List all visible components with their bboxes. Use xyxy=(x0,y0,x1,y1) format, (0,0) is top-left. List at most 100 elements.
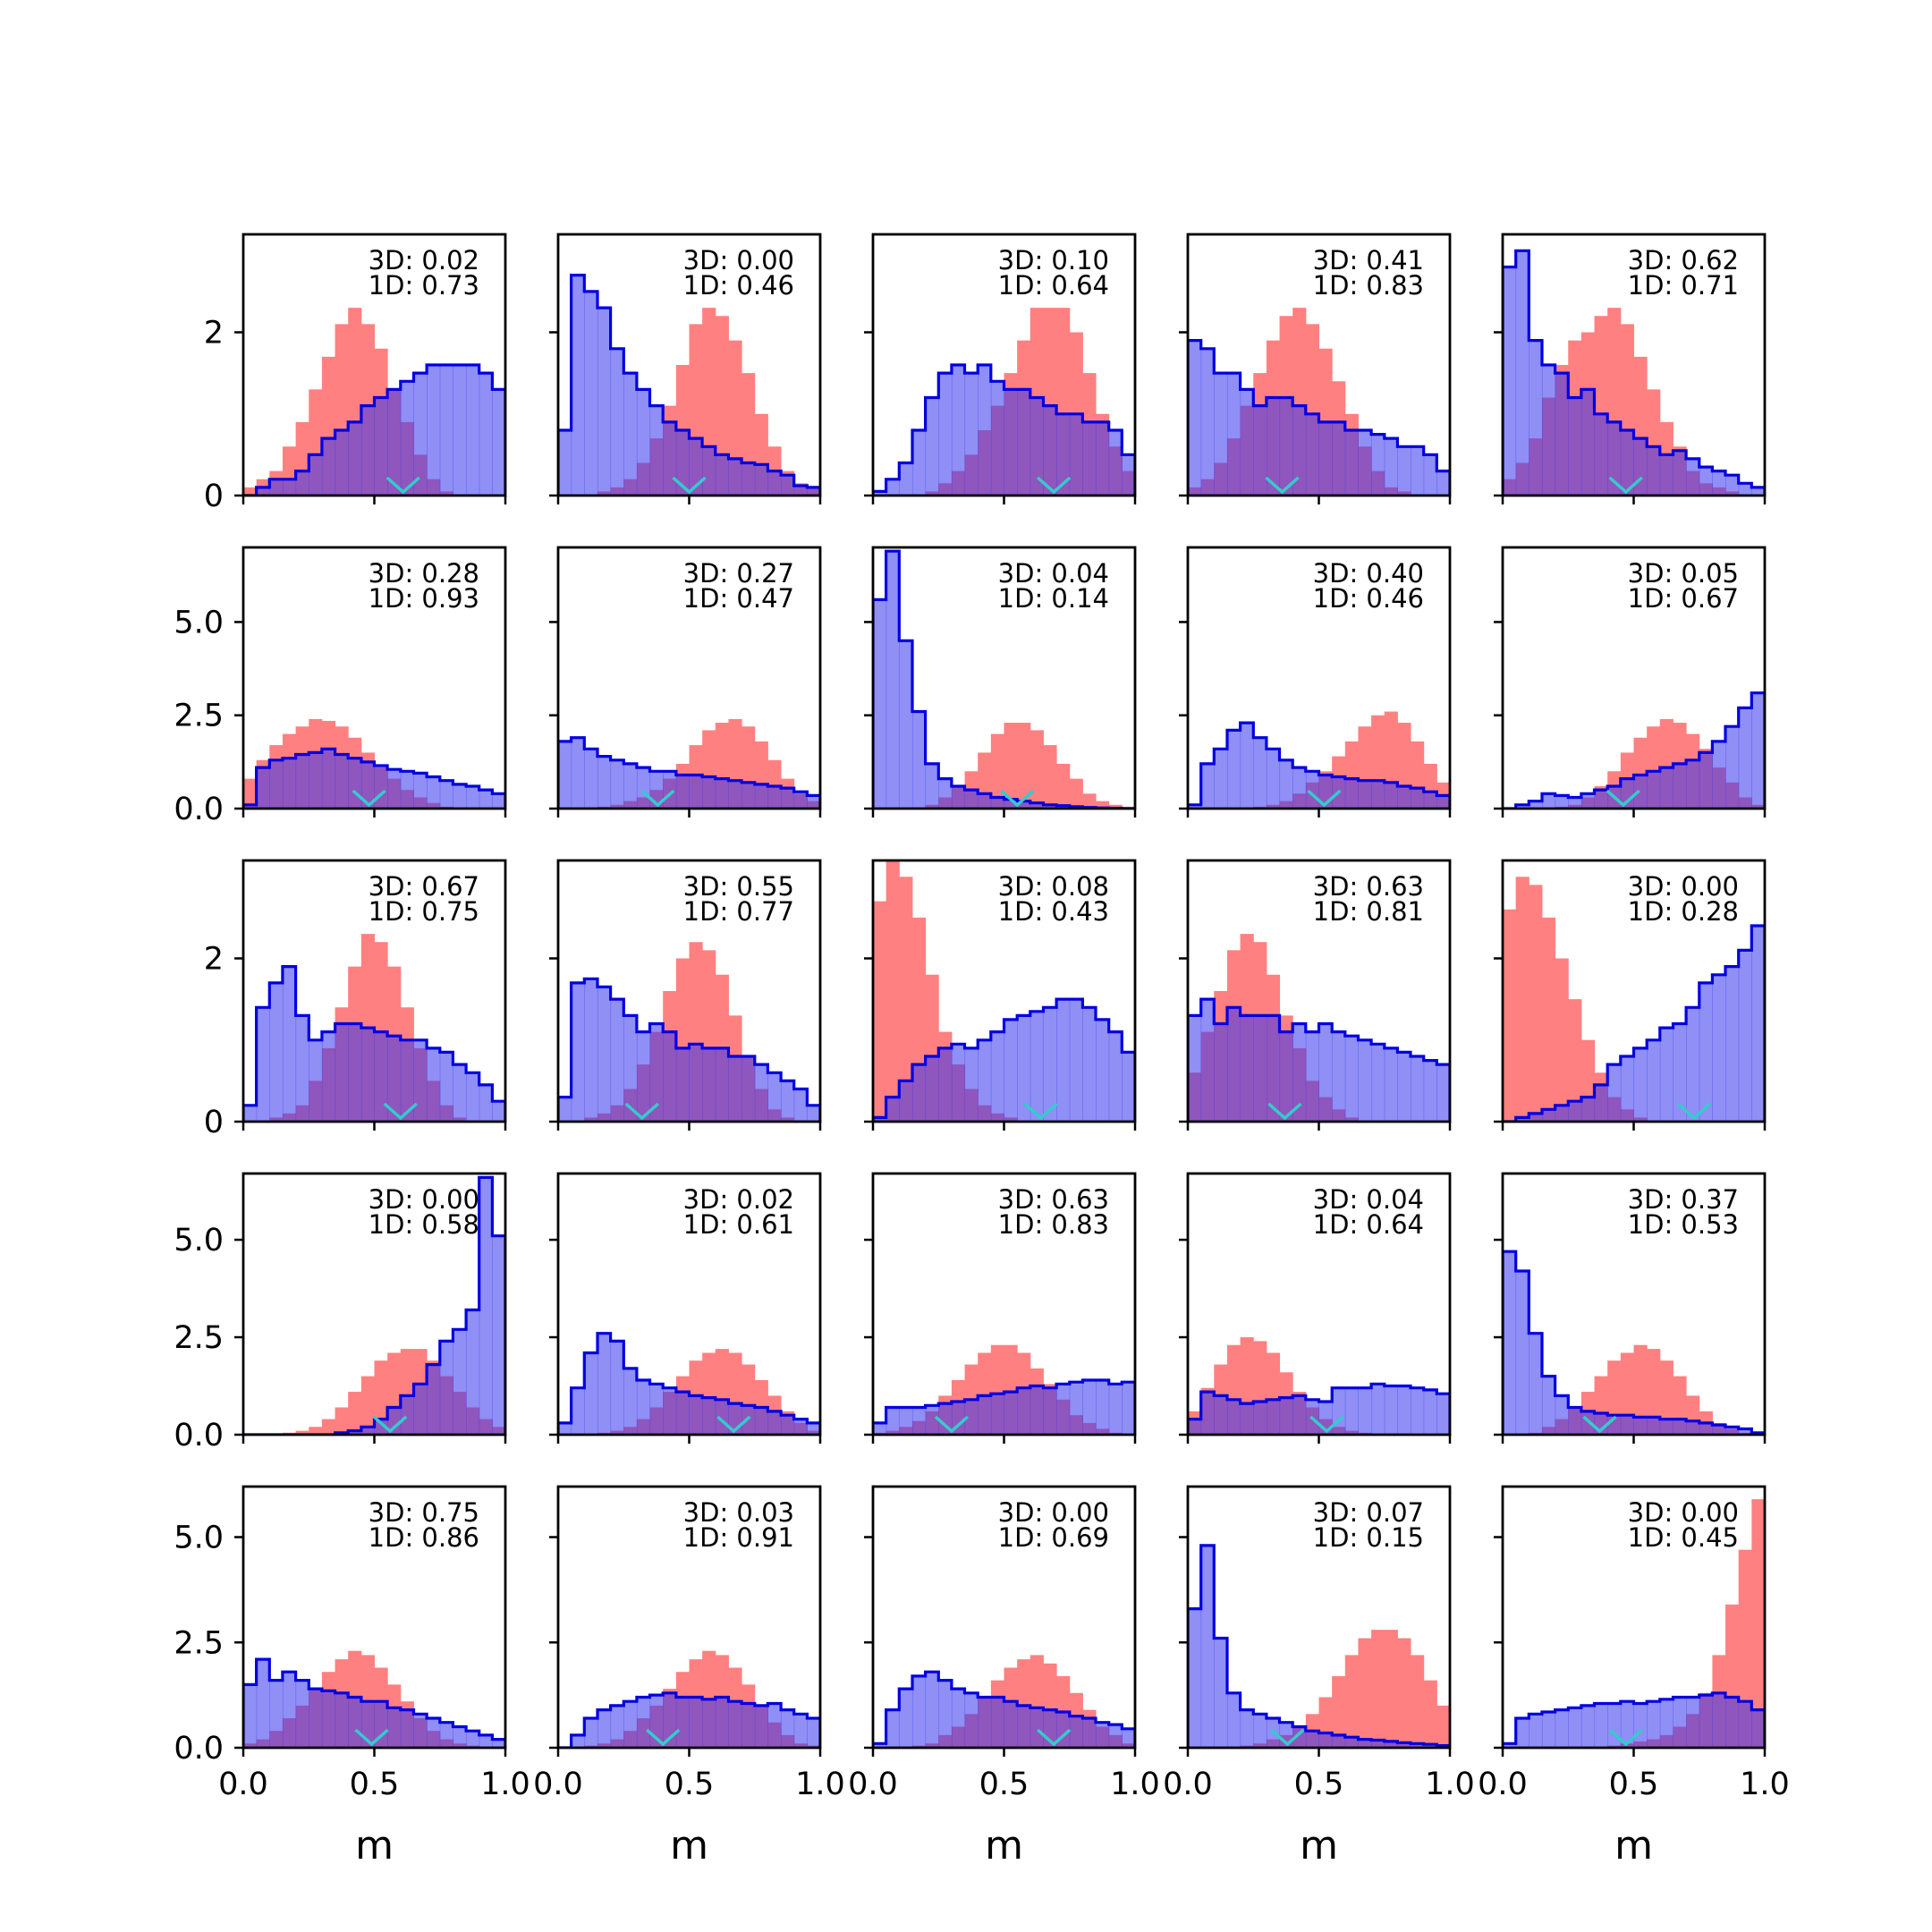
blue-bar xyxy=(400,381,414,496)
blue-bar xyxy=(1056,999,1071,1122)
blue-bar xyxy=(1594,1703,1608,1748)
blue-bar xyxy=(1017,801,1031,809)
blue-bar xyxy=(1423,454,1437,496)
blue-bar xyxy=(767,470,782,496)
blue-bar xyxy=(1344,778,1359,809)
plot-area xyxy=(243,1650,505,1748)
blue-bar xyxy=(781,1709,795,1748)
blue-bar xyxy=(728,780,742,809)
blue-bar xyxy=(282,966,297,1122)
blue-step-line xyxy=(1188,1544,1450,1748)
blue-bar xyxy=(911,1407,927,1435)
red-bar xyxy=(1555,958,1569,1122)
blue-bar xyxy=(321,749,336,809)
blue-bar xyxy=(348,1697,362,1748)
blue-step-line xyxy=(873,363,1135,496)
annotation-3d: 3D: 0.00 xyxy=(369,1184,479,1215)
red-bar xyxy=(1423,1680,1437,1748)
blue-bar xyxy=(1384,782,1398,809)
red-bar xyxy=(374,1360,388,1435)
blue-bar xyxy=(243,1684,258,1748)
annotation-1d: 1D: 0.15 xyxy=(1313,1522,1424,1553)
y-tick-label: 2.5 xyxy=(174,699,224,734)
blue-bar xyxy=(964,790,979,809)
blue-bar xyxy=(1555,1709,1569,1748)
y-tick-label: 5.0 xyxy=(174,1223,224,1258)
blue-bar xyxy=(571,737,585,809)
blue-bar xyxy=(1030,397,1044,496)
annotation-3d: 3D: 0.04 xyxy=(1313,1184,1424,1215)
red-bar xyxy=(1030,730,1044,809)
blue-bar xyxy=(636,1697,651,1748)
blue-bar xyxy=(951,365,966,496)
y-tick-label: 0 xyxy=(204,479,224,514)
blue-bar xyxy=(1411,788,1425,809)
blue-bar xyxy=(1686,1697,1700,1748)
blue-bar xyxy=(1436,470,1450,496)
blue-bar xyxy=(663,771,677,809)
blue-bar xyxy=(649,405,664,496)
x-tick-label: 1.0 xyxy=(1740,1767,1790,1802)
blue-bar xyxy=(1030,1707,1044,1748)
blue-bar xyxy=(1200,999,1215,1122)
blue-bar xyxy=(1371,1740,1385,1748)
blue-bar xyxy=(1056,1384,1071,1435)
red-bar xyxy=(1082,793,1097,809)
blue-bar xyxy=(1004,389,1018,496)
blue-bar xyxy=(1069,413,1083,496)
red-bar xyxy=(990,733,1004,809)
blue-bar xyxy=(1555,1395,1569,1435)
blue-bar xyxy=(1397,446,1411,496)
blue-step-line xyxy=(1188,997,1450,1122)
blue-bar xyxy=(1226,730,1241,809)
blue-bar xyxy=(1318,1733,1333,1748)
blue-bar xyxy=(335,754,349,809)
blue-bar xyxy=(886,1709,900,1748)
blue-bar xyxy=(1266,1015,1281,1122)
blue-bar xyxy=(1344,430,1359,496)
blue-bar xyxy=(348,758,362,809)
marker-v-icon xyxy=(1608,1728,1643,1747)
red-bar xyxy=(1411,1655,1425,1748)
blue-bar xyxy=(1411,1387,1425,1435)
marker-v-icon xyxy=(354,1728,389,1747)
blue-bar xyxy=(1332,1387,1346,1435)
plot-area xyxy=(1503,691,1765,809)
annotation-3d: 3D: 0.63 xyxy=(998,1184,1109,1215)
blue-bar xyxy=(427,365,441,496)
blue-bar xyxy=(1712,1692,1726,1748)
blue-bar xyxy=(623,373,638,496)
blue-bar xyxy=(427,776,441,809)
blue-bar xyxy=(1043,1387,1057,1435)
blue-bar xyxy=(1673,450,1687,496)
blue-bar xyxy=(1686,458,1700,496)
blue-bar xyxy=(597,1709,612,1748)
blue-step-line xyxy=(1188,339,1450,496)
blue-bar xyxy=(754,1407,768,1435)
blue-bar xyxy=(1305,1031,1319,1122)
blue-bar xyxy=(584,1718,598,1748)
blue-bar xyxy=(911,711,927,809)
annotation-1d: 1D: 0.46 xyxy=(1313,583,1424,614)
blue-bar xyxy=(439,1052,453,1122)
plot-area xyxy=(1188,1337,1450,1435)
annotation-1d: 1D: 0.71 xyxy=(1628,270,1739,301)
blue-bar xyxy=(978,793,992,809)
blue-bar xyxy=(610,348,624,496)
blue-bar xyxy=(1292,405,1307,496)
blue-bar xyxy=(309,1689,323,1748)
blue-bar xyxy=(1397,1742,1411,1748)
blue-bar xyxy=(1555,1105,1569,1122)
blue-bar xyxy=(1620,430,1634,496)
red-bar xyxy=(1043,745,1057,809)
blue-step-line xyxy=(873,1378,1135,1435)
y-tick-label: 0.0 xyxy=(174,792,224,827)
x-tick-label: 0.0 xyxy=(1478,1767,1528,1802)
plot-area xyxy=(1188,1544,1450,1748)
blue-bar xyxy=(1122,1052,1135,1122)
red-bar xyxy=(1358,1638,1372,1748)
